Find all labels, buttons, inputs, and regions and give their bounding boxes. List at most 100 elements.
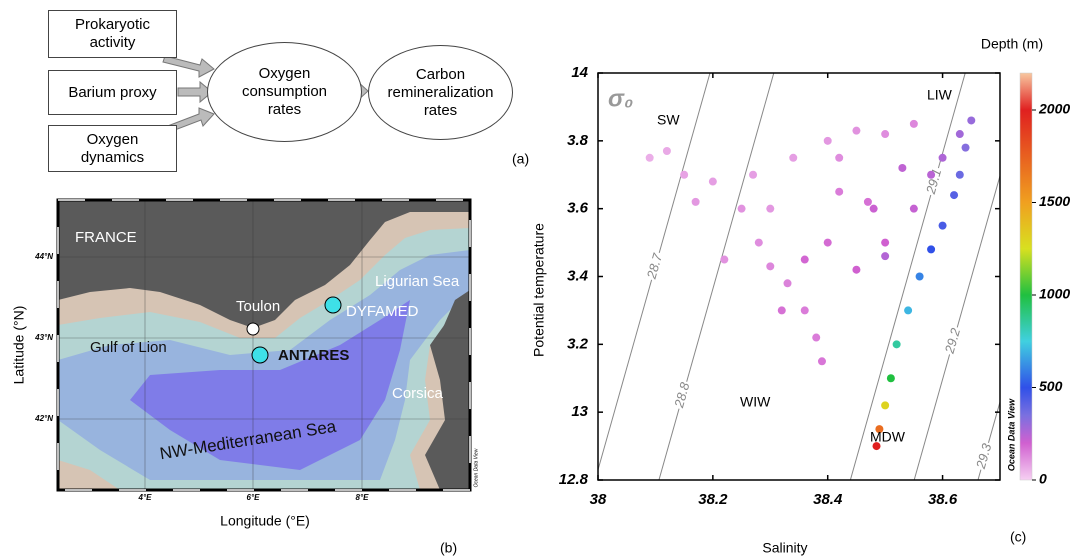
- x-tick-label: 38.6: [928, 491, 958, 508]
- point: [662, 147, 671, 156]
- isopycnal-label-bg: [973, 440, 997, 472]
- lon-tick-label: 8°E: [356, 493, 370, 502]
- point: [892, 340, 901, 349]
- point: [881, 238, 890, 247]
- point: [950, 191, 959, 200]
- colorbar-tick-label: 1000: [1039, 286, 1070, 302]
- credit: Ocean Data View: [1006, 398, 1016, 471]
- y-tick-label: 14: [571, 64, 588, 81]
- map-credit: Ocean Data View: [473, 448, 479, 487]
- node-text: Carbon remineralization rates: [387, 65, 494, 119]
- point: [680, 170, 689, 179]
- map-xlabel: Longitude (°E): [220, 513, 310, 529]
- point: [766, 262, 775, 271]
- point: [961, 143, 970, 152]
- station-antares: [251, 346, 269, 364]
- point: [737, 204, 746, 213]
- point: [789, 153, 798, 162]
- input-text: Prokaryotic activity: [74, 16, 151, 51]
- station-toulon: [246, 322, 260, 336]
- x-axis-title: Salinity: [762, 540, 807, 556]
- point: [754, 238, 763, 247]
- point: [909, 204, 918, 213]
- isopycnal-label: 28.8: [671, 380, 693, 410]
- point: [938, 221, 947, 230]
- x-tick-label: 38: [590, 491, 607, 508]
- point: [881, 130, 890, 139]
- map-label: FRANCE: [75, 229, 137, 246]
- point: [927, 245, 936, 254]
- point: [938, 153, 947, 162]
- y-tick-label: 3.8: [567, 132, 589, 149]
- x-tick-label: 38.2: [698, 491, 728, 508]
- point: [835, 153, 844, 162]
- lon-tick-label: 6°E: [247, 493, 261, 502]
- point: [800, 255, 809, 264]
- isopycnal-label: 29.2: [941, 326, 963, 356]
- map-label: Ligurian Sea: [375, 273, 460, 290]
- point: [817, 357, 826, 366]
- point: [777, 306, 786, 315]
- point: [909, 119, 918, 128]
- arrow: [177, 80, 213, 104]
- input-box: Prokaryotic activity: [48, 10, 177, 58]
- isopycnal-line: [849, 73, 966, 480]
- point: [823, 136, 832, 145]
- point: [927, 170, 936, 179]
- points: [645, 116, 976, 451]
- point: [869, 204, 878, 213]
- y-tick-label: 3.2: [567, 335, 589, 352]
- isopycnal-label: 29.3: [973, 441, 995, 471]
- station-dyfamed: [324, 296, 342, 314]
- isopycnal-line: [913, 174, 1000, 480]
- corsica-land: [428, 290, 470, 490]
- lat-tick-label: 42°N: [34, 414, 53, 423]
- deep-basin: [130, 300, 410, 470]
- point: [749, 170, 758, 179]
- plot: 28.7 28.8 29.1 29.2 29.3 38 38.2 38.4 38.6 12.8 13…: [559, 64, 1071, 508]
- lon-tick-label: 4°E: [138, 493, 153, 502]
- point: [904, 306, 913, 315]
- sigma-label: σ₀: [608, 85, 633, 112]
- point: [967, 116, 976, 125]
- map-grid: [58, 200, 470, 490]
- point: [835, 187, 844, 196]
- x-tick-label: 38.4: [813, 491, 843, 508]
- map-ylabel: Latitude (°N): [11, 306, 27, 385]
- point: [915, 272, 924, 281]
- lat-tick-label: 43°N: [34, 333, 53, 342]
- point: [766, 204, 775, 213]
- y-tick-label: 12.8: [559, 471, 589, 488]
- point: [886, 374, 895, 383]
- point: [863, 197, 872, 206]
- point: [898, 163, 907, 172]
- point: [708, 177, 717, 186]
- output-node: Carbon remineralization rates: [368, 45, 513, 140]
- map-label: Toulon: [236, 298, 280, 315]
- annotation: SW: [657, 112, 680, 128]
- annotation: WIW: [740, 394, 771, 410]
- y-axis-title: Potential temperature: [531, 223, 547, 357]
- isopycnal-label: 28.7: [643, 251, 665, 281]
- point: [691, 197, 700, 206]
- input-box: Barium proxy: [48, 70, 177, 115]
- colorbar-title: Depth (m): [981, 36, 1043, 52]
- point: [955, 130, 964, 139]
- map-label: Gulf of Lion: [90, 339, 167, 356]
- point: [852, 265, 861, 274]
- map-label: DYFAMED: [346, 303, 419, 320]
- map-label: ANTARES: [278, 347, 349, 364]
- isopycnal-label: 29.1: [923, 167, 945, 196]
- isopycnal-label-bg: [643, 250, 667, 282]
- point: [812, 333, 821, 342]
- point: [823, 238, 832, 247]
- y-tick-label: 3.6: [567, 200, 589, 217]
- map-label: Corsica: [392, 385, 444, 402]
- colorbar-tick-label: 0: [1039, 471, 1047, 487]
- isopycnals: 28.7 28.8 29.1 29.2 29.3: [598, 73, 1000, 480]
- point: [720, 255, 729, 264]
- isopycnal-label-bg: [671, 379, 695, 411]
- colorbar: [1019, 72, 1033, 481]
